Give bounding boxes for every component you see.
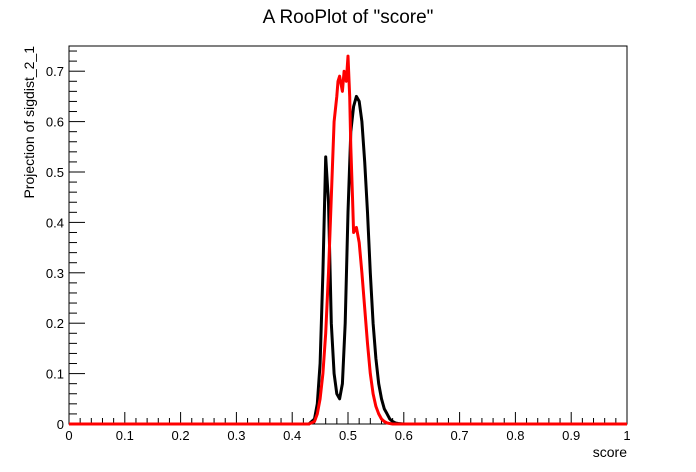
x-tick-label: 0.5 <box>339 428 357 443</box>
x-tick-label: 0.2 <box>172 428 190 443</box>
y-tick-label: 0.2 <box>46 316 64 331</box>
y-tick-label: 0.7 <box>46 64 64 79</box>
x-tick-label: 0.1 <box>116 428 134 443</box>
y-tick-label: 0.3 <box>46 266 64 281</box>
series-red-curve <box>69 54 627 426</box>
y-axis-label: Projection of sigdist_2_1 <box>21 46 37 199</box>
x-tick-label: 1 <box>623 428 630 443</box>
x-tick-label: 0.8 <box>506 428 524 443</box>
x-tick-label: 0.4 <box>283 428 301 443</box>
y-tick-label: 0.1 <box>46 367 64 382</box>
x-axis-label: score <box>593 444 627 460</box>
chart-title: A RooPlot of "score" <box>263 7 434 28</box>
plot-series <box>69 54 627 426</box>
y-tick-label: 0.5 <box>46 165 64 180</box>
x-tick-label: 0.6 <box>395 428 413 443</box>
x-tick-label: 0 <box>65 428 72 443</box>
y-tick-label: 0.4 <box>46 215 64 230</box>
axis-ticks: 0 0.1 0.2 0.3 0.4 0.5 0.6 0.7 0.8 0.9 1 0 0.1 0.2 0.3 0… <box>46 50 631 443</box>
x-tick-label: 0.3 <box>227 428 245 443</box>
x-tick-label: 0.9 <box>562 428 580 443</box>
y-tick-label: 0.6 <box>46 115 64 130</box>
y-tick-label: 0 <box>57 417 64 432</box>
series-black-curve <box>69 94 627 426</box>
x-tick-label: 0.7 <box>451 428 469 443</box>
